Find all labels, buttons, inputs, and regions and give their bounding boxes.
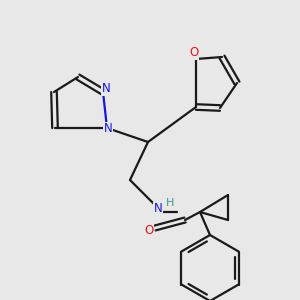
Text: N: N xyxy=(154,202,162,215)
Text: N: N xyxy=(103,122,112,136)
Text: O: O xyxy=(144,224,154,236)
Text: O: O xyxy=(189,46,199,59)
Text: N: N xyxy=(102,82,110,95)
Text: H: H xyxy=(166,198,174,208)
